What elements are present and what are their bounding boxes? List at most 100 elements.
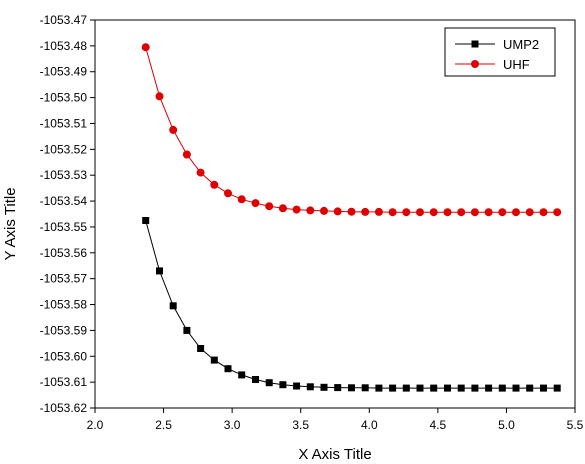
data-point-ump2 xyxy=(156,267,163,275)
data-point-ump2 xyxy=(252,376,259,383)
legend-marker-ump2 xyxy=(471,40,479,48)
data-point-ump2 xyxy=(210,356,218,364)
data-point-ump2 xyxy=(553,384,561,392)
y-tick-label: -1053.60 xyxy=(40,349,88,363)
data-point-uhf xyxy=(347,207,356,216)
x-tick-label: 5.5 xyxy=(567,418,584,432)
data-point-ump2 xyxy=(183,326,191,334)
data-point-uhf xyxy=(169,125,178,134)
y-tick-label: -1053.49 xyxy=(40,65,88,79)
y-tick-label: -1053.56 xyxy=(40,246,88,260)
data-point-uhf xyxy=(539,208,548,217)
x-tick-label: 5.0 xyxy=(498,418,515,432)
data-point-ump2 xyxy=(416,384,424,392)
data-point-uhf xyxy=(457,208,466,217)
data-point-ump2 xyxy=(375,384,383,392)
x-tick-label: 2.0 xyxy=(87,418,104,432)
data-point-uhf xyxy=(484,208,493,217)
legend: UMP2 UHF xyxy=(444,27,556,77)
data-point-uhf xyxy=(512,208,520,217)
data-point-uhf xyxy=(443,208,452,217)
x-tick-label: 3.0 xyxy=(224,418,241,432)
data-point-uhf xyxy=(265,202,274,211)
y-tick-label: -1053.50 xyxy=(40,91,88,105)
data-point-ump2 xyxy=(238,371,246,379)
data-point-uhf xyxy=(429,208,438,217)
data-point-uhf xyxy=(416,208,424,217)
y-tick-label: -1053.58 xyxy=(40,298,88,312)
data-point-ump2 xyxy=(197,345,205,352)
data-point-ump2 xyxy=(471,384,479,392)
data-point-uhf xyxy=(196,168,205,177)
data-point-uhf xyxy=(224,189,232,198)
data-point-uhf xyxy=(553,208,562,217)
data-point-uhf xyxy=(402,208,411,217)
data-point-ump2 xyxy=(485,384,493,392)
data-point-ump2 xyxy=(142,217,150,224)
x-tick-label: 4.0 xyxy=(361,418,378,432)
data-point-uhf xyxy=(374,207,383,216)
data-point-uhf xyxy=(237,195,246,204)
y-tick-label: -1053.57 xyxy=(40,272,88,286)
data-point-ump2 xyxy=(293,382,301,390)
y-tick-label: -1053.54 xyxy=(40,194,88,208)
y-tick-label: -1053.51 xyxy=(40,116,88,130)
data-point-ump2 xyxy=(224,365,232,373)
y-tick-label: -1053.47 xyxy=(40,13,88,27)
ticks-layer: 2.0 2.5 3.0 3.5 4.0 4.5 5.0 5.5 -1053.47 -1053.48… xyxy=(40,13,584,432)
data-point-ump2 xyxy=(430,384,438,392)
data-point-ump2 xyxy=(279,381,287,389)
data-point-ump2 xyxy=(526,384,534,392)
series-layer xyxy=(141,43,562,392)
legend-items: UMP2 UHF xyxy=(455,37,539,72)
series-line-ump2 xyxy=(145,220,558,389)
legend-marker-uhf xyxy=(471,60,479,68)
data-point-uhf xyxy=(498,208,507,217)
plot-frame xyxy=(94,19,576,409)
data-point-ump2 xyxy=(444,384,451,392)
x-tick-label: 4.5 xyxy=(430,418,447,432)
data-point-ump2 xyxy=(457,384,465,392)
data-point-uhf xyxy=(388,208,397,217)
data-point-ump2 xyxy=(498,384,506,392)
data-point-uhf xyxy=(320,206,328,215)
data-point-ump2 xyxy=(348,384,355,392)
data-point-ump2 xyxy=(361,384,369,392)
y-tick-label: -1053.61 xyxy=(40,375,88,389)
data-point-ump2 xyxy=(389,384,397,392)
data-point-uhf xyxy=(525,208,534,217)
data-point-uhf xyxy=(251,199,260,208)
data-point-uhf xyxy=(182,150,191,159)
y-tick-label: -1053.48 xyxy=(40,39,88,53)
data-point-ump2 xyxy=(306,383,314,391)
data-point-uhf xyxy=(361,207,370,216)
legend-label-uhf: UHF xyxy=(503,57,530,72)
y-tick-label: -1053.59 xyxy=(40,323,88,337)
x-axis-title: X Axis Title xyxy=(298,446,371,463)
data-point-ump2 xyxy=(540,384,547,392)
data-point-uhf xyxy=(278,204,287,213)
data-point-uhf xyxy=(470,208,479,217)
data-point-uhf xyxy=(306,206,315,215)
y-axis-title: Y Axis Title xyxy=(2,187,19,260)
legend-label-ump2: UMP2 xyxy=(503,37,539,52)
x-tick-label: 3.5 xyxy=(292,418,309,432)
x-tick-label: 2.5 xyxy=(155,418,172,432)
data-point-ump2 xyxy=(169,302,177,310)
data-point-uhf xyxy=(292,205,301,214)
data-point-uhf xyxy=(210,180,219,189)
data-point-ump2 xyxy=(512,384,520,392)
data-point-ump2 xyxy=(320,383,328,391)
legend-box xyxy=(444,27,556,77)
y-tick-label: -1053.55 xyxy=(40,220,88,234)
y-tick-label: -1053.52 xyxy=(40,142,88,156)
y-tick-label: -1053.62 xyxy=(40,401,88,415)
data-point-ump2 xyxy=(334,384,342,392)
data-point-ump2 xyxy=(265,379,273,387)
data-point-uhf xyxy=(155,92,164,101)
data-point-ump2 xyxy=(402,384,410,392)
data-point-uhf xyxy=(141,43,150,52)
y-tick-label: -1053.53 xyxy=(40,168,88,182)
data-point-uhf xyxy=(333,207,342,216)
